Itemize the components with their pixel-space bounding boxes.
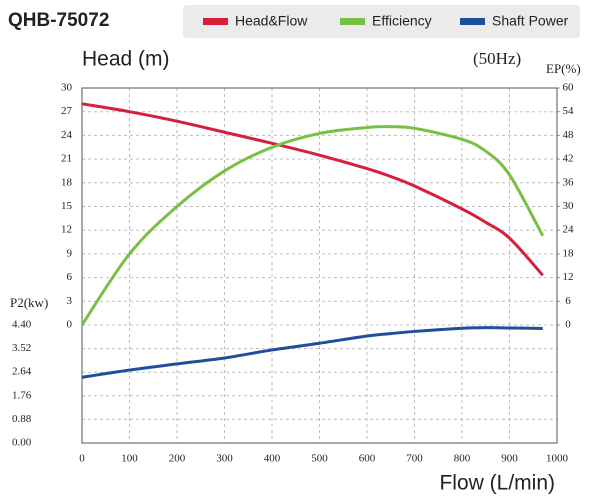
legend-swatch	[460, 18, 485, 25]
plot-frame	[81, 87, 558, 444]
x-tick-label: 700	[406, 453, 423, 465]
series-line	[81, 102, 544, 277]
y3-tick-label: 3.52	[12, 342, 31, 354]
x-axis-label: Flow (L/min)	[439, 472, 555, 495]
y2-tick-label: 36	[563, 176, 575, 188]
x-tick-label: 500	[311, 453, 328, 465]
x-tick-label: 0	[79, 453, 85, 465]
y2-tick-label: 12	[563, 271, 574, 283]
series-line	[81, 326, 543, 379]
x-tick-label: 900	[501, 453, 518, 465]
x-tick-label: 400	[264, 453, 281, 465]
y2-tick-label: 54	[563, 105, 575, 117]
legend-box	[183, 5, 580, 38]
y2-tick-label: 0	[565, 319, 571, 331]
y-tick-label: 6	[67, 271, 73, 283]
legend-label: Shaft Power	[492, 13, 569, 29]
y3-axis-label: P2(kw)	[10, 295, 48, 310]
series-line	[80, 125, 545, 326]
y2-tick-label: 6	[565, 295, 571, 307]
y2-tick-label: 42	[563, 153, 574, 165]
y-axis-label: Head (m)	[82, 48, 170, 71]
y-tick-label: 12	[61, 224, 72, 236]
subtitle: (50Hz)	[473, 49, 521, 68]
y-tick-label: 0	[67, 319, 73, 331]
y3-tick-label: 4.40	[12, 319, 32, 331]
x-tick-label: 200	[169, 453, 186, 465]
y-tick-label: 3	[67, 295, 73, 307]
x-tick-label: 800	[454, 453, 471, 465]
y3-tick-label: 0.88	[12, 413, 32, 425]
y3-tick-label: 1.76	[12, 389, 32, 401]
y-tick-label: 21	[61, 153, 72, 165]
y-tick-label: 15	[61, 200, 73, 212]
y2-tick-label: 18	[563, 247, 575, 259]
y-tick-label: 18	[61, 176, 73, 188]
legend-label: Efficiency	[372, 13, 432, 29]
chart-title: QHB-75072	[8, 10, 109, 31]
y3-tick-label: 0.00	[12, 437, 32, 449]
y2-tick-label: 48	[563, 129, 575, 141]
y2-tick-label: 30	[563, 200, 575, 212]
x-tick-label: 300	[216, 453, 233, 465]
y3-tick-label: 2.64	[12, 366, 32, 378]
x-tick-label: 600	[359, 453, 376, 465]
x-tick-label: 100	[121, 453, 138, 465]
legend-swatch	[203, 18, 228, 25]
y2-tick-label: 60	[563, 82, 575, 94]
y-tick-label: 9	[67, 247, 73, 259]
legend-label: Head&Flow	[235, 13, 308, 29]
y2-tick-label: 24	[563, 224, 575, 236]
y-tick-label: 30	[61, 82, 73, 94]
x-tick-label: 1000	[546, 453, 569, 465]
legend-swatch	[340, 18, 365, 25]
y2-axis-label: EP(%)	[546, 61, 581, 76]
y-tick-label: 24	[61, 129, 73, 141]
y-tick-label: 27	[61, 105, 73, 117]
